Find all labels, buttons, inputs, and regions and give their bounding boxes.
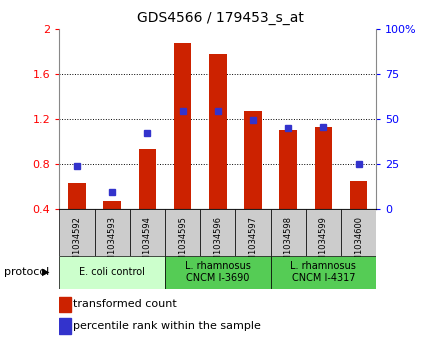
- Text: GSM1034596: GSM1034596: [213, 216, 222, 272]
- Bar: [103, 201, 121, 209]
- Bar: [59, 318, 71, 334]
- Bar: [315, 127, 332, 209]
- Bar: [341, 209, 376, 256]
- Text: protocol: protocol: [4, 267, 50, 277]
- Bar: [174, 42, 191, 209]
- Text: E. coli control: E. coli control: [79, 267, 145, 277]
- Text: GSM1034599: GSM1034599: [319, 216, 328, 272]
- Bar: [306, 209, 341, 256]
- Bar: [59, 256, 165, 289]
- Bar: [235, 209, 271, 256]
- Bar: [68, 183, 86, 209]
- Text: GSM1034592: GSM1034592: [73, 216, 81, 272]
- Bar: [165, 256, 271, 289]
- Text: GSM1034594: GSM1034594: [143, 216, 152, 272]
- Bar: [130, 209, 165, 256]
- Text: GSM1034598: GSM1034598: [284, 216, 293, 272]
- Text: ▶: ▶: [42, 267, 49, 277]
- Bar: [59, 209, 95, 256]
- Bar: [95, 209, 130, 256]
- Bar: [209, 54, 227, 209]
- Text: GSM1034593: GSM1034593: [108, 216, 117, 272]
- Text: L. rhamnosus
CNCM I-3690: L. rhamnosus CNCM I-3690: [185, 261, 251, 283]
- Bar: [200, 209, 235, 256]
- Bar: [350, 181, 367, 209]
- Bar: [165, 209, 200, 256]
- Bar: [271, 209, 306, 256]
- Text: L. rhamnosus
CNCM I-4317: L. rhamnosus CNCM I-4317: [290, 261, 356, 283]
- Bar: [59, 297, 71, 312]
- Bar: [271, 256, 376, 289]
- Text: GSM1034597: GSM1034597: [249, 216, 257, 272]
- Text: transformed count: transformed count: [73, 299, 177, 309]
- Text: percentile rank within the sample: percentile rank within the sample: [73, 321, 261, 331]
- Bar: [139, 149, 156, 209]
- Text: GSM1034595: GSM1034595: [178, 216, 187, 272]
- Bar: [244, 111, 262, 209]
- Text: GDS4566 / 179453_s_at: GDS4566 / 179453_s_at: [136, 11, 304, 25]
- Bar: [279, 130, 297, 209]
- Text: GSM1034600: GSM1034600: [354, 216, 363, 272]
